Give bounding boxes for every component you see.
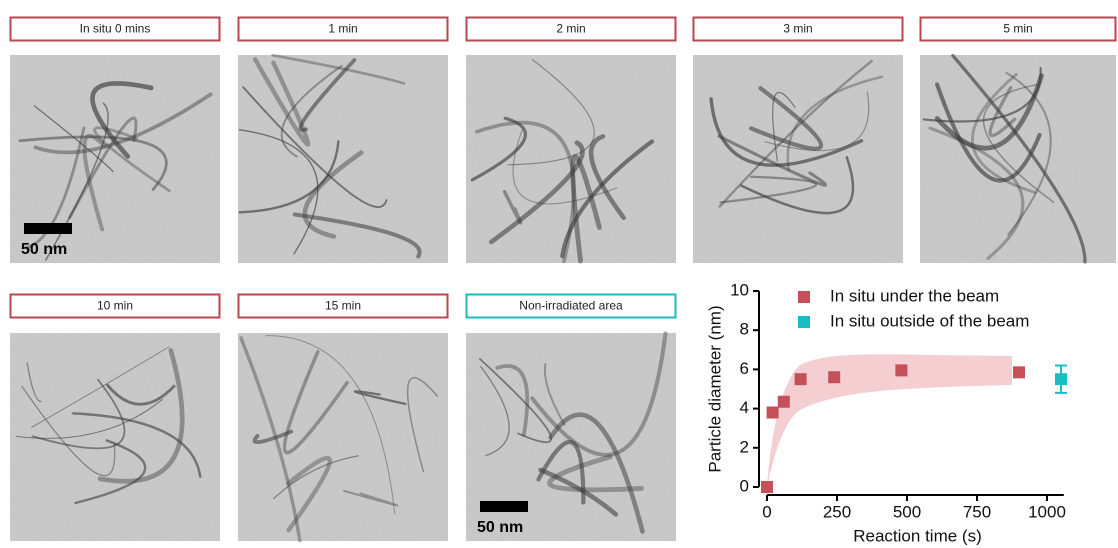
scale-bar-label: 50 nm [21, 241, 67, 258]
data-point [795, 373, 807, 385]
legend-label: In situ under the beam [830, 286, 999, 305]
panel-label: 3 min [783, 22, 812, 36]
y-tick-label: 0 [740, 476, 749, 495]
y-tick-label: 4 [740, 398, 749, 417]
tem-image-grain [238, 333, 448, 541]
figure: In situ 0 mins 50 nm 1 min 2 min 3 min 5 min 1… [0, 0, 1118, 548]
panel: 15 min [238, 295, 448, 542]
legend-marker [798, 291, 810, 303]
data-point [1013, 366, 1025, 378]
page: {"panels": [ {"label": "In situ 0 mins",… [0, 0, 1118, 548]
x-tick-label: 1000 [1028, 502, 1066, 521]
data-point [828, 371, 840, 383]
tem-image-grain [693, 55, 903, 263]
y-axis-title: Particle diameter (nm) [705, 305, 724, 472]
data-point [778, 396, 790, 408]
y-tick-label: 2 [740, 437, 749, 456]
x-tick-label: 0 [762, 502, 771, 521]
scale-bar [24, 223, 72, 234]
panel-label: 15 min [325, 299, 361, 313]
legend-label: In situ outside of the beam [830, 311, 1029, 330]
panel-label: 5 min [1003, 22, 1032, 36]
data-point [895, 364, 907, 376]
panel: 10 min [10, 295, 220, 542]
data-point [1055, 373, 1067, 385]
panel: 2 min [466, 18, 676, 264]
y-tick-label: 6 [740, 359, 749, 378]
tem-image-grain [10, 333, 220, 541]
panel-label: 1 min [328, 22, 357, 36]
y-tick-label: 8 [740, 320, 749, 339]
data-point [767, 407, 779, 419]
scale-bar-label: 50 nm [477, 519, 523, 536]
data-point [761, 481, 773, 493]
panel-label: 10 min [97, 299, 133, 313]
panel: 5 min [920, 18, 1116, 264]
panel-label: Non-irradiated area [519, 299, 623, 313]
y-tick-label: 10 [730, 280, 749, 299]
scale-bar [480, 501, 528, 512]
tem-image-grain [920, 55, 1116, 263]
x-tick-label: 500 [893, 502, 921, 521]
x-tick-label: 750 [963, 502, 991, 521]
legend-marker [798, 316, 810, 328]
panel: 1 min [238, 18, 448, 264]
panel-label: In situ 0 mins [80, 22, 151, 36]
x-axis-title: Reaction time (s) [853, 526, 981, 545]
x-tick-label: 250 [823, 502, 851, 521]
panel: In situ 0 mins 50 nm [10, 18, 220, 264]
panel-label: 2 min [556, 22, 585, 36]
panel: Non-irradiated area 50 nm [466, 295, 676, 542]
panel: 3 min [693, 18, 903, 264]
